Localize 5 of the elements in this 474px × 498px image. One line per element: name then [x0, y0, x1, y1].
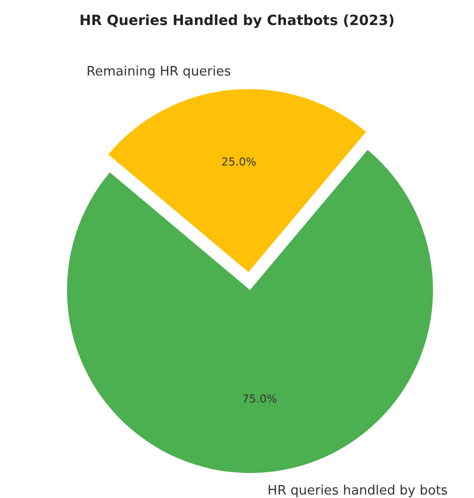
slice-label: Remaining HR queries — [86, 64, 232, 80]
data-label: 25.0% — [221, 156, 256, 169]
data-label: 75.0% — [242, 392, 278, 406]
chart-title: HR Queries Handled by Chatbots (2023) — [79, 13, 395, 29]
slice-label: HR queries handled by bots — [268, 484, 448, 498]
